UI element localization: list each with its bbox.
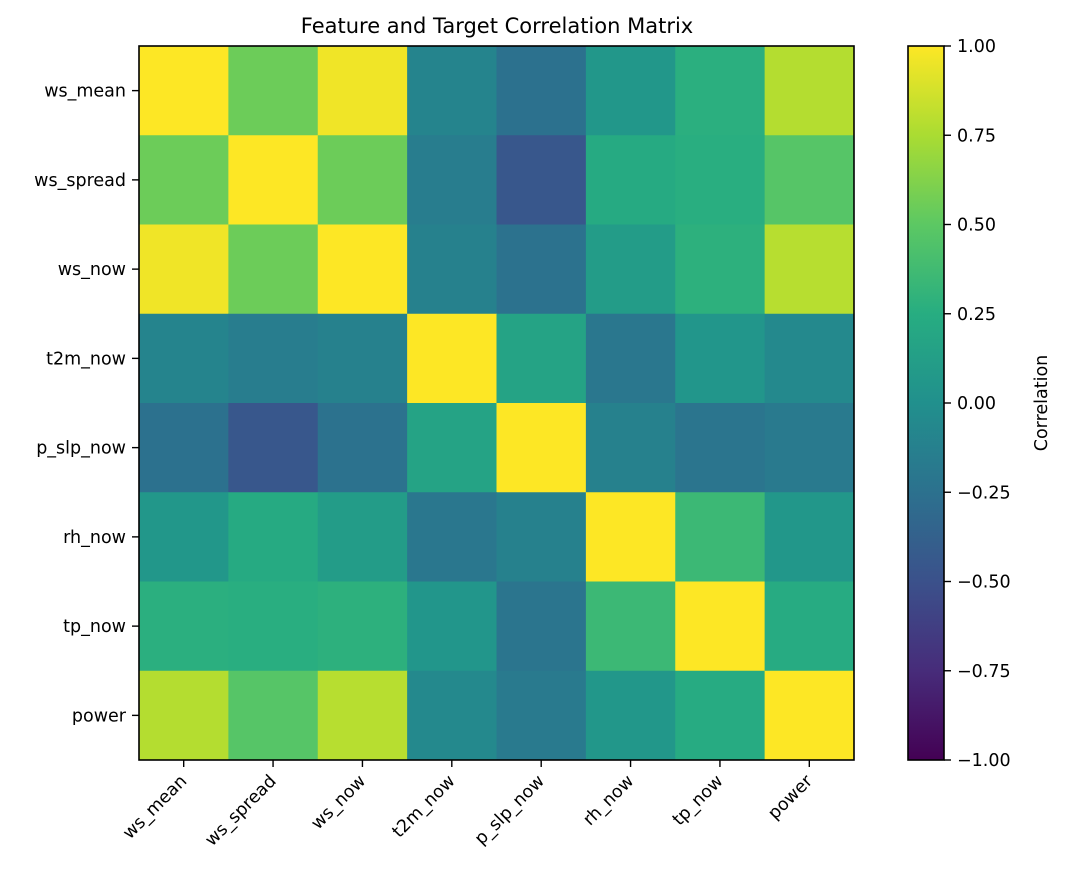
heatmap-cell [228,492,319,582]
heatmap-cell [496,492,587,582]
colorbar-tick-label: −1.00 [957,751,1011,771]
colorbar-tick-label: −0.25 [957,483,1011,503]
x-tick-label: tp_now [669,771,728,830]
heatmap-cell [317,46,408,136]
colorbar-label: Correlation [1032,355,1052,452]
heatmap-cell [496,670,587,761]
heatmap-cell [407,135,497,225]
plot-frame [138,45,855,761]
heatmap-cell [317,581,408,672]
heatmap-cell [675,135,766,225]
y-tick-label: power [72,706,127,726]
heatmap-cell [675,313,766,404]
heatmap-cell [496,46,587,136]
colorbar-tick-label: 1.00 [957,37,996,57]
heatmap-cell [585,403,676,493]
heatmap-cell [139,670,229,761]
heatmap-cell [496,224,587,315]
x-tick-label: ws_spread [202,771,281,850]
heatmap-cell [585,313,676,404]
heatmap-cell [407,492,497,582]
x-tick-label: ws_mean [119,771,191,843]
heatmap-cell [228,224,319,315]
heatmap-cell [317,403,408,493]
colorbar-tick-label: 0.25 [957,305,996,325]
heatmap-cell [228,403,319,493]
y-tick-label: tp_now [63,617,126,637]
heatmap-cell [675,581,766,672]
y-axis: ws_mean ws_spread ws_now t2m_now p_slp_nowrh… [34,82,139,726]
heatmap-cell [675,46,766,136]
y-tick-label: ws_now [58,260,126,280]
heatmap-cell [228,46,319,136]
colorbar-tick-label: −0.75 [957,662,1011,682]
y-tick-label: rh_now [63,528,126,548]
heatmap-cell [139,581,229,672]
colorbar-tick-label: 0.50 [957,216,996,236]
heatmap-cell [496,403,587,493]
heatmap-cell [139,135,229,225]
colorbar-tick-label: −0.50 [957,573,1011,593]
x-tick-label: ws_now [308,771,370,833]
y-tick-label: ws_spread [34,171,126,191]
heatmap-cell [764,135,855,225]
heatmap-cell [675,224,766,315]
heatmap-cell [675,492,766,582]
heatmap-cell [496,313,587,404]
colorbar-tick-label: 0.00 [957,394,996,414]
heatmap-cell [139,313,229,404]
heatmap-cell [317,224,408,315]
heatmap-cell [407,581,497,672]
colorbar-tick-label: 0.75 [957,126,996,146]
heatmap-cell [407,46,497,136]
heatmap-cell [139,224,229,315]
heatmap-cell [764,581,855,672]
heatmap-cell [317,135,408,225]
heatmap-cell [764,492,855,582]
heatmap-cell [764,313,855,404]
heatmap-cell [764,224,855,315]
heatmap-cell [496,135,587,225]
heatmap-cell [228,670,319,761]
x-tick-label: rh_now [580,771,639,830]
heatmap-cell [317,492,408,582]
y-tick-label: ws_mean [44,82,126,102]
heatmap-cell [139,492,229,582]
heatmap-cell [585,224,676,315]
heatmap-cell [407,224,497,315]
heatmap-cell [317,313,408,404]
heatmap-cell [764,403,855,493]
heatmap-cell [675,403,766,493]
heatmap-cell [585,670,676,761]
heatmap-cell [228,581,319,672]
heatmap-cell [139,46,229,136]
heatmap-cell [585,492,676,582]
heatmap-cells [139,46,855,761]
heatmap-cell [407,403,497,493]
x-axis: ws_mean ws_spread ws_now t2m_now p_slp_now rh… [119,760,817,850]
x-tick-label: t2m_now [389,771,460,842]
colorbar [907,45,945,761]
y-tick-label: t2m_now [46,349,126,369]
heatmap-cell [764,670,855,761]
y-tick-label: p_slp_now [36,439,126,459]
chart-title: Feature and Target Correlation Matrix [301,14,693,38]
heatmap-cell [585,581,676,672]
heatmap-cell [585,46,676,136]
heatmap-cell [764,46,855,136]
heatmap-cell [317,670,408,761]
heatmap-cell [139,403,229,493]
heatmap-cell [228,135,319,225]
heatmap-cell [407,313,497,404]
heatmap-cell [228,313,319,404]
heatmap-cell [407,670,497,761]
heatmap-cell [585,135,676,225]
x-tick-label: p_slp_now [471,771,549,849]
x-tick-label: power [764,771,817,824]
heatmap-cell [496,581,587,672]
heatmap-cell [675,670,766,761]
colorbar-axis: 1.00 0.75 0.50 0.25 0.00 −0.25 −0.50 −0.75 −1.00 [944,37,1011,771]
